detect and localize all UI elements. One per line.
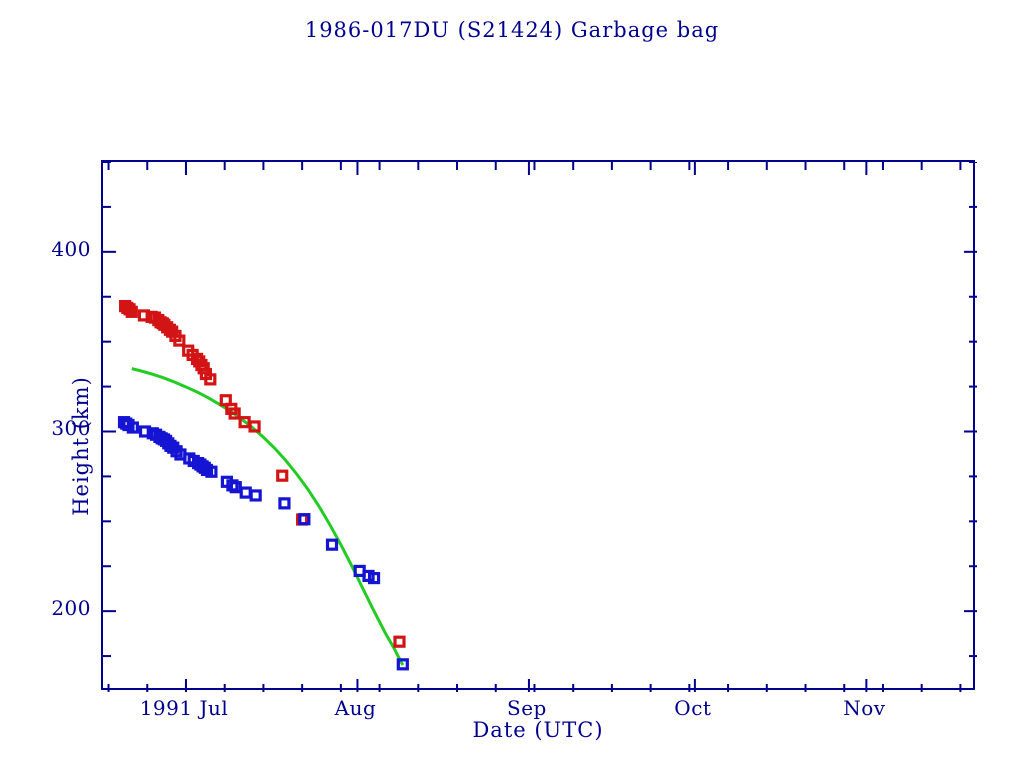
data-point bbox=[125, 305, 138, 318]
data-point bbox=[126, 421, 139, 434]
y-axis-label: Height (km) bbox=[69, 376, 93, 516]
data-point bbox=[367, 571, 381, 585]
page-title: 1986-017DU (S21424) Garbage bag bbox=[304, 18, 720, 42]
data-point bbox=[239, 486, 252, 499]
data-point bbox=[278, 497, 291, 510]
data-point bbox=[276, 469, 289, 482]
data-point bbox=[123, 303, 136, 316]
x-tick-label: Nov bbox=[843, 696, 886, 720]
data-point bbox=[393, 635, 406, 648]
y-tick-label: 300 bbox=[51, 416, 91, 441]
x-tick-label: Sep bbox=[507, 696, 547, 720]
data-point bbox=[204, 373, 217, 386]
data-point bbox=[298, 513, 311, 526]
axis-ticks bbox=[103, 162, 977, 692]
x-axis-label: Date (UTC) bbox=[472, 718, 604, 742]
plot-area bbox=[101, 160, 977, 692]
x-tick-label: Aug bbox=[334, 696, 377, 720]
data-point bbox=[173, 334, 186, 347]
y-tick-label: 400 bbox=[51, 236, 91, 261]
x-tick-label: 1991 Jul bbox=[139, 696, 229, 720]
data-point bbox=[396, 658, 409, 671]
data-point bbox=[325, 538, 339, 551]
data-point bbox=[205, 465, 218, 478]
data-point bbox=[248, 420, 261, 433]
x-tick-label: Oct bbox=[674, 696, 712, 720]
plot-canvas bbox=[103, 162, 977, 692]
model-curve bbox=[131, 367, 405, 666]
data-points bbox=[117, 299, 409, 671]
data-point bbox=[249, 489, 262, 502]
data-point bbox=[228, 407, 241, 420]
y-tick-label: 200 bbox=[51, 596, 91, 621]
